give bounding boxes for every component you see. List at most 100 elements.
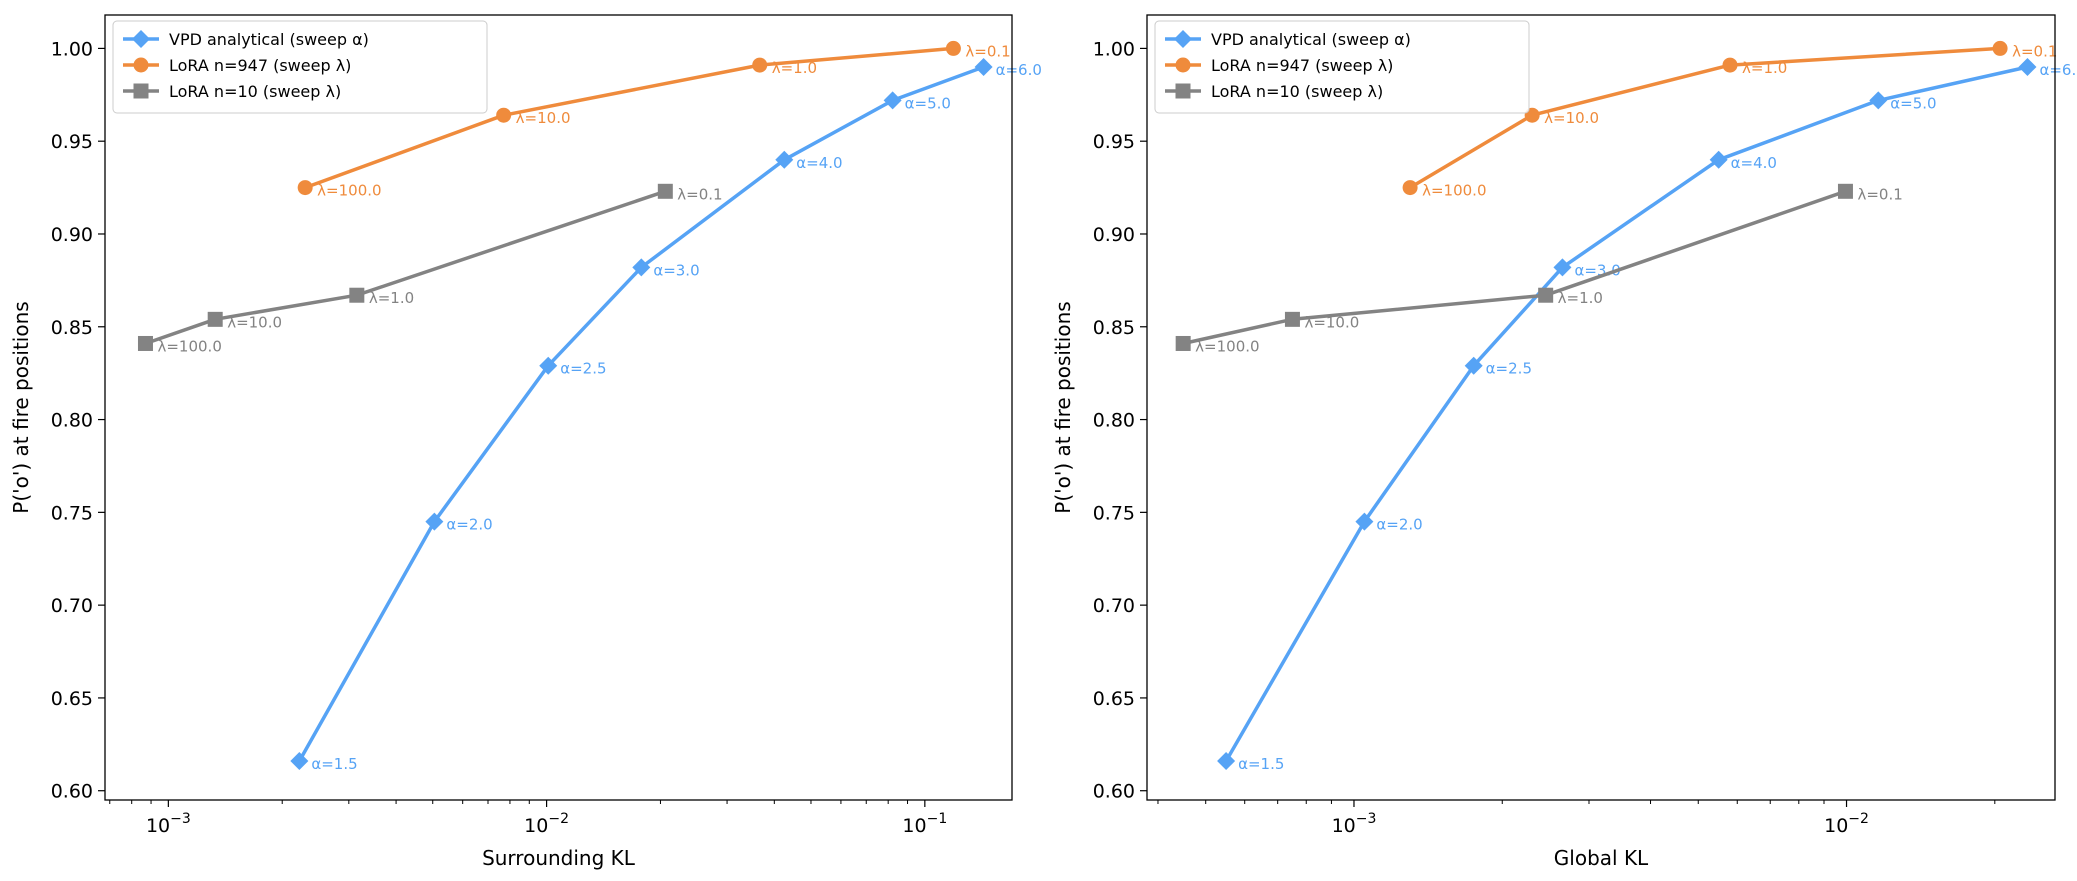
data-label: λ=0.1 [677, 185, 722, 203]
legend-marker [133, 83, 149, 99]
data-label: α=4.0 [1731, 154, 1777, 172]
legend-marker [133, 57, 149, 73]
data-point [1553, 258, 1572, 277]
legend-entry: VPD analytical (sweep α) [1211, 30, 1411, 49]
data-point [425, 512, 444, 531]
data-label: α=4.0 [796, 154, 842, 172]
x-tick-label: 10−2 [1824, 811, 1869, 837]
y-tick-label: 0.85 [1093, 317, 1135, 339]
data-label: λ=0.1 [2012, 42, 2057, 60]
data-label: α=5.0 [1890, 94, 1936, 112]
series-line [144, 189, 666, 346]
data-label: α=5.0 [905, 94, 951, 112]
x-tick-label: 10−3 [146, 811, 191, 837]
data-point [1869, 91, 1888, 110]
data-point [1709, 150, 1728, 169]
data-point [632, 258, 651, 277]
legend-marker [1174, 30, 1192, 48]
y-tick-label: 0.90 [51, 224, 93, 246]
y-tick-label: 0.80 [1093, 410, 1135, 432]
data-label: α=3.0 [653, 261, 699, 279]
y-tick-label: 0.70 [51, 595, 93, 617]
data-label: α=2.0 [1376, 516, 1422, 534]
data-label: λ=0.1 [965, 42, 1010, 60]
x-tick-label: 10−2 [524, 811, 569, 837]
data-point [1538, 287, 1554, 303]
data-label: α=2.5 [560, 360, 606, 378]
legend-box [112, 20, 488, 114]
legend-marker [132, 30, 150, 48]
data-point [657, 183, 673, 199]
y-tick-label: 0.95 [1093, 131, 1135, 153]
data-point [1175, 335, 1191, 351]
data-point [1464, 356, 1483, 375]
data-label: α=2.0 [446, 516, 492, 534]
x-minor-ticks [109, 800, 909, 804]
y-tick-label: 0.75 [51, 502, 93, 524]
x-axis-label: Surrounding KL [482, 846, 636, 870]
series-2: λ=100.0 λ=10.0 λ=1.0 λ=0.1 [1402, 40, 2057, 200]
data-point [974, 57, 993, 76]
data-point [752, 57, 768, 73]
data-label: λ=10.0 [1544, 109, 1599, 127]
data-point [1217, 752, 1236, 771]
data-point [297, 180, 313, 196]
y-axis-label: P('o') at fire positions [9, 301, 33, 513]
data-label: λ=1.0 [772, 59, 817, 77]
data-point [207, 311, 223, 327]
data-point [496, 107, 512, 123]
y-axis-label: P('o') at fire positions [1051, 301, 1075, 513]
legend-marker [1175, 57, 1191, 73]
data-label: α=6.0 [2039, 61, 2077, 79]
y-tick-label: 0.65 [1093, 688, 1135, 710]
data-label: α=1.5 [311, 755, 357, 773]
y-tick-label: 0.70 [1093, 595, 1135, 617]
legend-entry: LoRA n=10 (sweep λ) [1211, 82, 1383, 101]
series-2: λ=100.0 λ=10.0 λ=1.0 λ=0.1 [297, 40, 1011, 200]
data-point [290, 752, 309, 771]
y-tick-label: 0.60 [1093, 781, 1135, 803]
data-point [1837, 183, 1853, 199]
data-label: α=1.5 [1238, 755, 1284, 773]
data-point [883, 91, 902, 110]
data-label: α=2.5 [1486, 360, 1532, 378]
data-point [1402, 180, 1418, 196]
data-label: λ=10.0 [516, 109, 571, 127]
plot-frame [1146, 14, 2056, 801]
data-point [137, 335, 153, 351]
legend-entry: VPD analytical (sweep α) [169, 30, 369, 49]
data-label: α=6.0 [996, 61, 1042, 79]
data-label: λ=100.0 [317, 182, 381, 200]
data-label: λ=100.0 [1195, 337, 1259, 355]
series-1: α=1.5 α=2.0 α=2.5 α=3.0 α=4.0 α=5.0 α=6.0 [290, 57, 1042, 773]
plot-frame [104, 14, 1013, 801]
legend: VPD analytical (sweep α) LoRA n=947 (swee… [112, 20, 488, 114]
y-tick-label: 1.00 [51, 38, 93, 60]
data-point [1992, 40, 2008, 56]
legend-entry: LoRA n=947 (sweep λ) [169, 56, 351, 75]
y-tick-label: 1.00 [1093, 38, 1135, 60]
y-tick-label: 0.95 [51, 131, 93, 153]
data-point [775, 150, 794, 169]
data-label: λ=1.0 [1742, 59, 1787, 77]
y-tick-label: 0.85 [51, 317, 93, 339]
data-label: λ=100.0 [157, 337, 221, 355]
legend-entry: LoRA n=947 (sweep λ) [1211, 56, 1393, 75]
x-axis-label: Global KL [1554, 846, 1649, 870]
y-tick-label: 0.60 [51, 781, 93, 803]
legend-entry: LoRA n=10 (sweep λ) [169, 82, 341, 101]
data-point [349, 287, 365, 303]
data-label: λ=10.0 [1304, 313, 1359, 331]
y-tick-label: 0.80 [51, 410, 93, 432]
data-point [539, 356, 558, 375]
data-label: λ=100.0 [1422, 182, 1486, 200]
legend-box [1154, 20, 1530, 114]
y-tick-label: 0.90 [1093, 224, 1135, 246]
series-line [304, 46, 954, 190]
data-label: λ=1.0 [1558, 289, 1603, 307]
legend-marker [1175, 83, 1191, 99]
x-tick-label: 10−1 [902, 811, 947, 837]
data-label: λ=0.1 [1857, 185, 1902, 203]
data-point [1355, 512, 1374, 531]
